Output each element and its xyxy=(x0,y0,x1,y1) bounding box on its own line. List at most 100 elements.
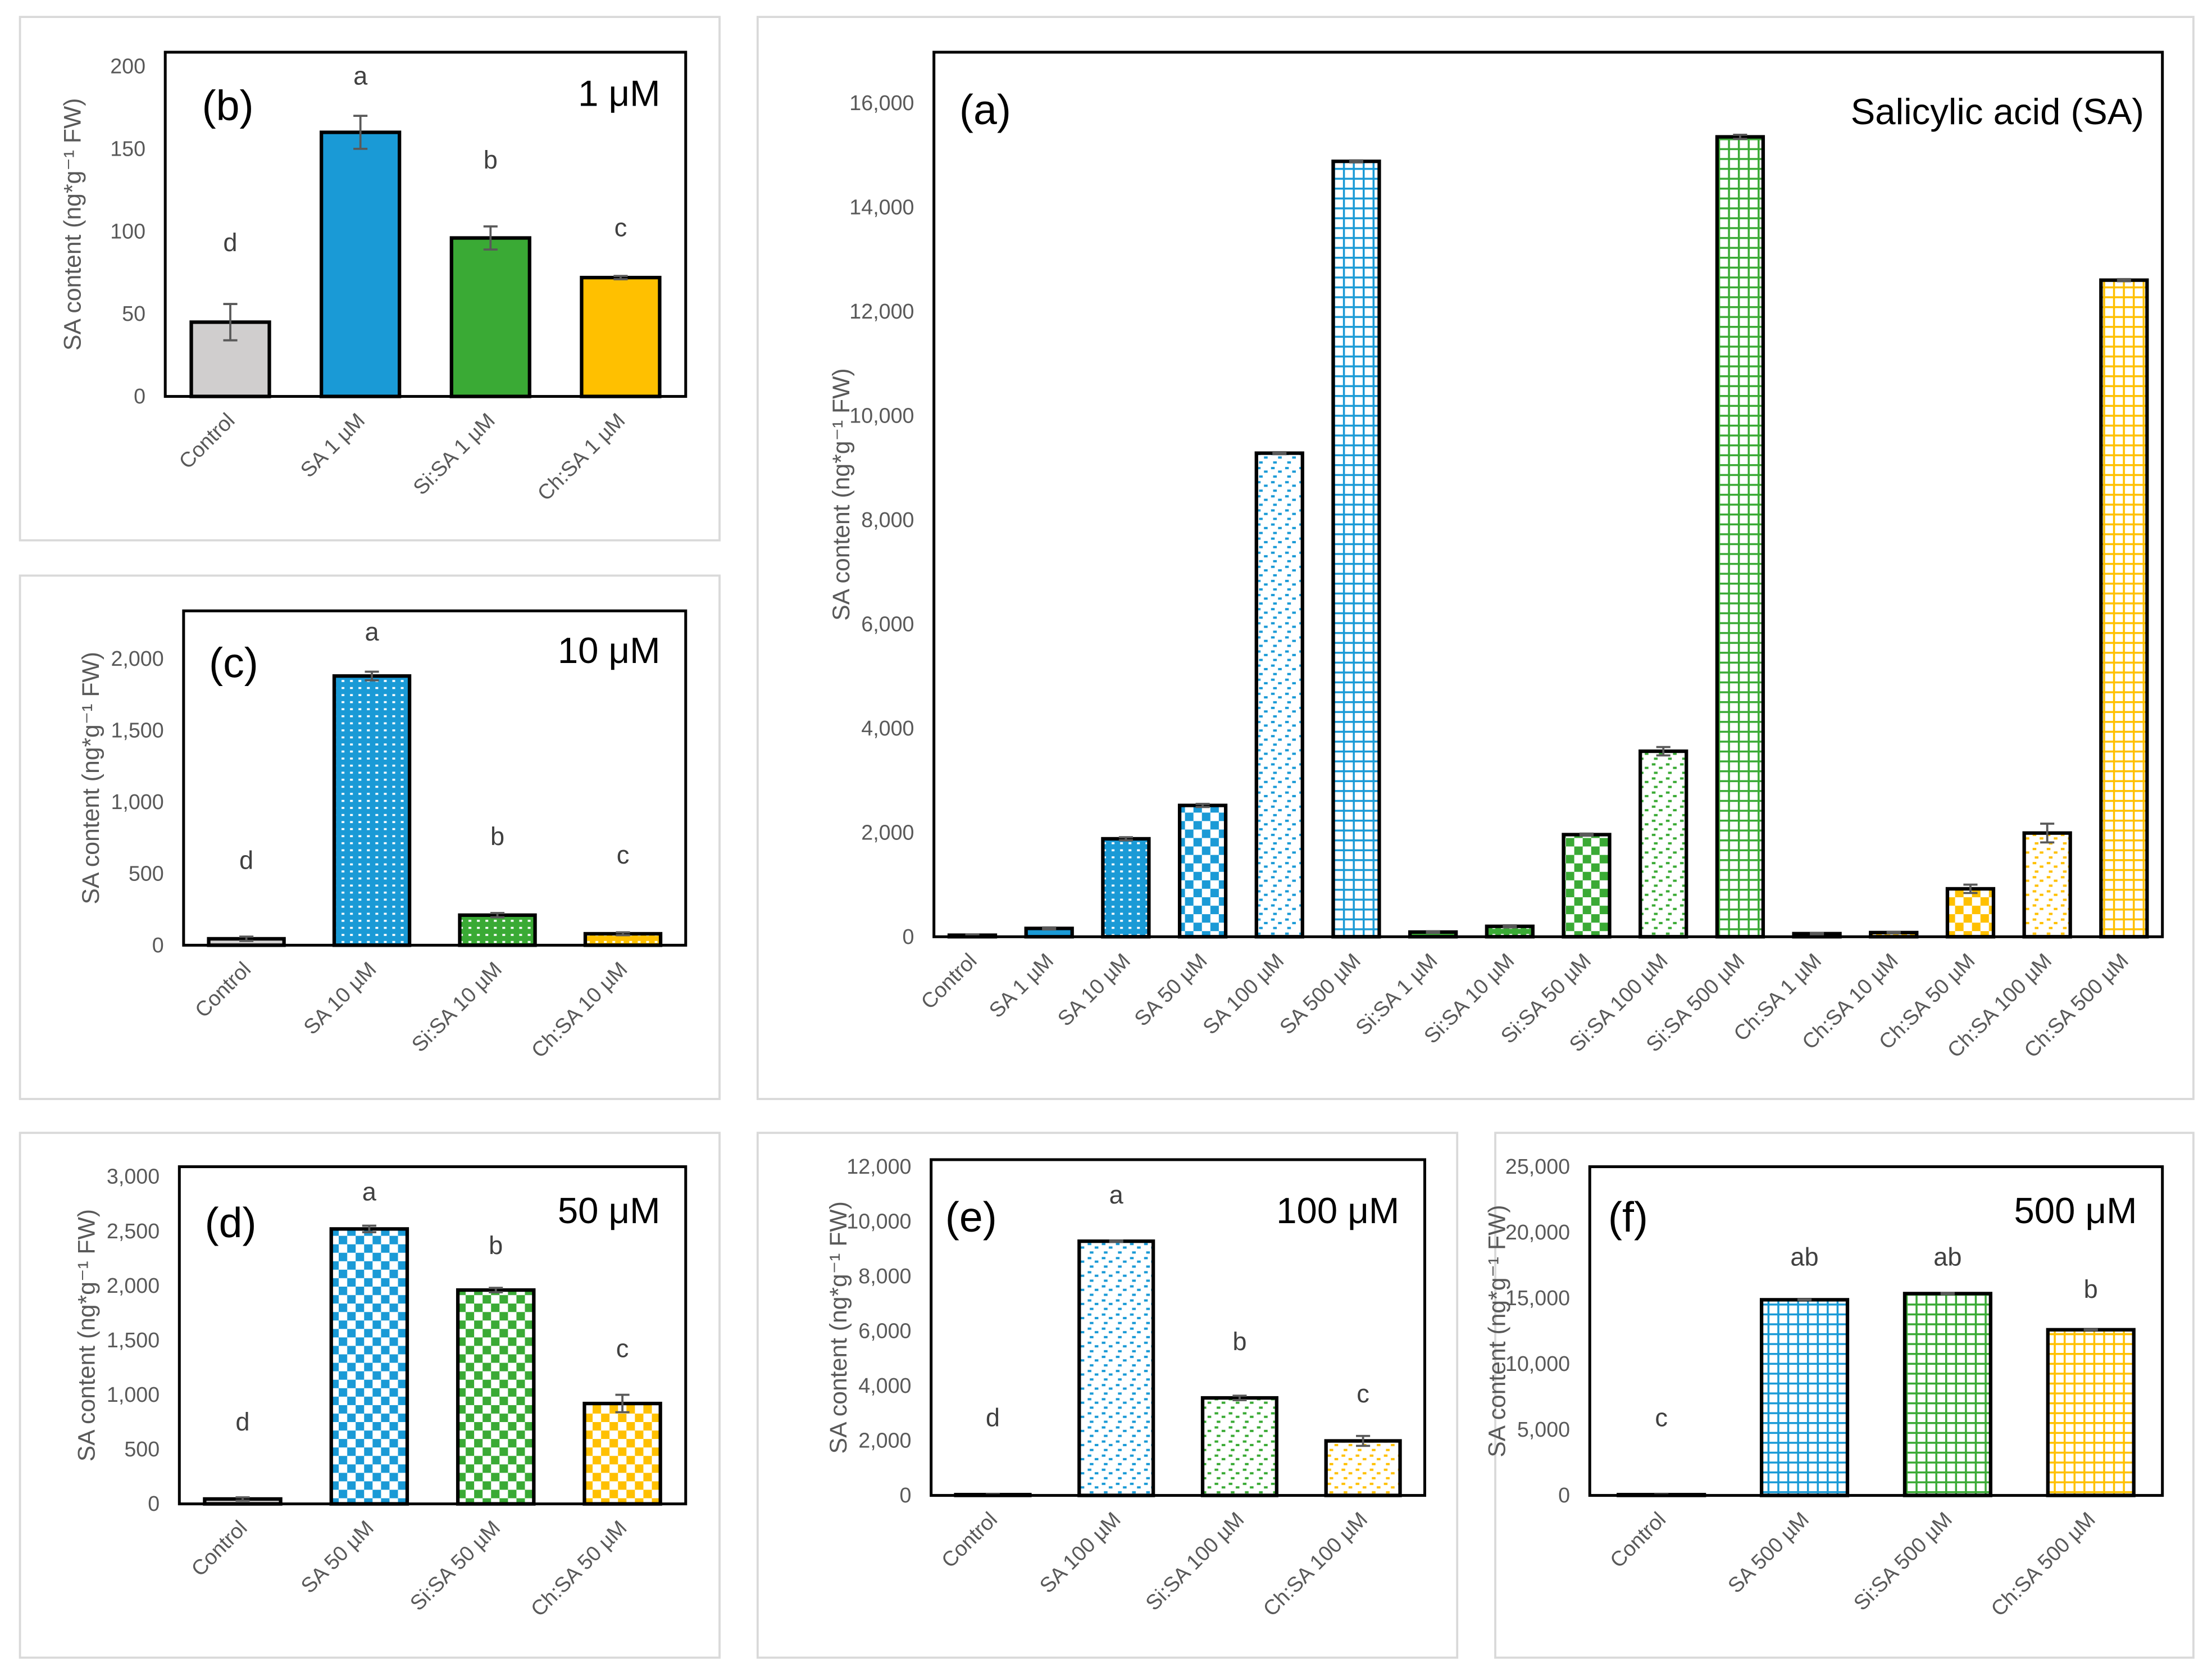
panel-a: 0 2,000 4,000 6,000 8,000 10,000 12,000 14,000 1… xyxy=(756,16,2195,1100)
y-tick-label: 4,000 xyxy=(861,716,914,740)
error-bar xyxy=(1426,930,1440,934)
significance-letter: c xyxy=(615,214,627,242)
bar xyxy=(1945,887,1996,939)
y-tick-label: 5,000 xyxy=(1517,1418,1570,1441)
bar xyxy=(1562,833,1612,939)
y-tick-label: 6,000 xyxy=(858,1319,911,1343)
panel-title: 1 μM xyxy=(578,72,660,113)
error-bar xyxy=(223,303,238,342)
panel-title: Salicylic acid (SA) xyxy=(1851,91,2144,132)
y-tick-label: 0 xyxy=(148,1492,160,1515)
significance-letter: b xyxy=(490,822,504,851)
significance-letter: d xyxy=(239,846,253,875)
y-tick-label: 2,500 xyxy=(107,1219,160,1243)
y-tick-label: 0 xyxy=(903,925,914,948)
y-tick-label: 150 xyxy=(110,137,145,160)
panel-title: 10 μM xyxy=(558,630,661,671)
error-bar xyxy=(1810,932,1824,935)
y-tick-label: 2,000 xyxy=(111,647,163,670)
significance-letter: ab xyxy=(1790,1242,1818,1271)
bar xyxy=(456,1288,536,1506)
error-bar xyxy=(1356,1434,1371,1447)
error-bar xyxy=(239,935,254,942)
bar xyxy=(332,674,412,947)
bar xyxy=(1331,160,1381,939)
bar xyxy=(1902,1292,1993,1497)
error-bar xyxy=(235,1496,250,1502)
y-tick-label: 2,000 xyxy=(107,1274,160,1297)
significance-letter: a xyxy=(362,1177,377,1206)
plot-area-border xyxy=(1588,1165,2164,1497)
error-bar xyxy=(1118,836,1133,842)
y-tick-label: 15,000 xyxy=(1505,1286,1570,1310)
error-bar xyxy=(1349,159,1364,163)
bar xyxy=(329,1227,409,1506)
error-bar xyxy=(1503,924,1517,929)
panel-title: 100 μM xyxy=(1276,1190,1399,1231)
error-bar xyxy=(1042,926,1057,931)
bar xyxy=(1254,451,1304,939)
y-tick-label: 1,500 xyxy=(107,1328,160,1352)
y-tick-label: 0 xyxy=(1558,1483,1570,1507)
y-tick-label: 0 xyxy=(900,1483,912,1507)
error-bar xyxy=(353,115,368,150)
y-tick-label: 1,000 xyxy=(111,790,163,814)
bar xyxy=(2046,1328,2136,1497)
y-tick-label: 12,000 xyxy=(849,299,914,323)
error-bar xyxy=(1232,1395,1247,1401)
y-axis-title: SA content (ng*g⁻¹ FW) xyxy=(78,652,104,904)
panel-label: (c) xyxy=(209,639,258,686)
error-bar xyxy=(490,912,505,919)
panel-label: (a) xyxy=(959,86,1011,133)
y-tick-label: 2,000 xyxy=(858,1429,911,1452)
bar xyxy=(1759,1298,1850,1497)
error-bar xyxy=(1579,832,1594,837)
significance-letter: d xyxy=(986,1404,1000,1432)
bar xyxy=(1715,135,1765,939)
y-tick-label: 100 xyxy=(110,219,145,243)
error-bar xyxy=(489,1287,503,1293)
y-axis-title: SA content (ng*g⁻¹ FW) xyxy=(60,98,87,351)
significance-letter: b xyxy=(2084,1275,2098,1303)
error-bar xyxy=(613,275,628,280)
y-tick-label: 6,000 xyxy=(861,612,914,635)
panel-label: (d) xyxy=(205,1199,257,1246)
significance-letter: c xyxy=(617,841,630,869)
bar xyxy=(2099,278,2149,939)
significance-letter: a xyxy=(1109,1180,1124,1209)
y-tick-label: 20,000 xyxy=(1505,1220,1570,1244)
panel-title: 500 μM xyxy=(2014,1190,2137,1231)
error-bar xyxy=(2117,278,2131,283)
significance-letter: c xyxy=(1655,1404,1668,1432)
plot-area-border xyxy=(163,51,688,398)
error-bar xyxy=(1656,746,1671,757)
error-bar xyxy=(1886,930,1901,935)
y-tick-label: 500 xyxy=(124,1437,160,1461)
bar xyxy=(1638,749,1688,939)
y-tick-label: 16,000 xyxy=(849,91,914,115)
significance-letter: ab xyxy=(1933,1242,1961,1271)
panel-c: 0 500 1,000 1,500 2,000 SA content (ng*g⁻¹ FW… xyxy=(19,574,721,1100)
y-axis-title: SA content (ng*g⁻¹ FW) xyxy=(1484,1205,1511,1457)
significance-letter: d xyxy=(235,1407,249,1436)
significance-letter: a xyxy=(353,61,368,90)
y-tick-label: 50 xyxy=(122,302,145,325)
y-tick-label: 10,000 xyxy=(1505,1352,1570,1375)
bar xyxy=(582,1401,662,1506)
y-tick-label: 3,000 xyxy=(107,1165,160,1188)
y-tick-label: 14,000 xyxy=(849,195,914,219)
significance-letter: a xyxy=(365,617,379,646)
panel-d: 0 500 1,000 1,500 2,000 2,500 3,000 SA content … xyxy=(19,1132,721,1659)
y-tick-label: 8,000 xyxy=(858,1264,911,1288)
error-bar xyxy=(1109,1239,1123,1243)
y-tick-label: 500 xyxy=(129,861,164,885)
panel-label: (e) xyxy=(945,1193,997,1241)
error-bar xyxy=(483,225,498,251)
error-bar xyxy=(2083,1328,2098,1332)
panel-f: 0 5,000 10,000 15,000 20,000 25,000 SA content… xyxy=(1484,1132,2195,1659)
bar xyxy=(1177,803,1228,939)
bar xyxy=(1101,837,1151,939)
plot-area-border xyxy=(932,51,2164,938)
significance-letter: c xyxy=(1357,1379,1369,1408)
y-tick-label: 200 xyxy=(110,54,145,78)
